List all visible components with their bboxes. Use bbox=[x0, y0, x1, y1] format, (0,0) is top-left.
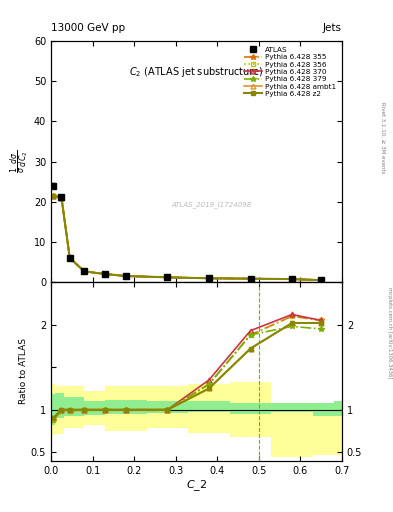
Text: Rivet 3.1.10, ≥ 3M events: Rivet 3.1.10, ≥ 3M events bbox=[381, 102, 386, 174]
Y-axis label: $\frac{1}{\sigma}\frac{d\sigma}{d\,C_2}$: $\frac{1}{\sigma}\frac{d\sigma}{d\,C_2}$ bbox=[8, 150, 31, 174]
Text: mcplots.cern.ch [arXiv:1306.3436]: mcplots.cern.ch [arXiv:1306.3436] bbox=[387, 287, 392, 378]
Legend: ATLAS, Pythia 6.428 355, Pythia 6.428 356, Pythia 6.428 370, Pythia 6.428 379, P: ATLAS, Pythia 6.428 355, Pythia 6.428 35… bbox=[242, 45, 338, 99]
Text: Jets: Jets bbox=[323, 23, 342, 33]
Text: 13000 GeV pp: 13000 GeV pp bbox=[51, 23, 125, 33]
Text: ATLAS_2019_I1724098: ATLAS_2019_I1724098 bbox=[171, 202, 251, 208]
X-axis label: $C\_2$: $C\_2$ bbox=[186, 478, 207, 493]
Y-axis label: Ratio to ATLAS: Ratio to ATLAS bbox=[19, 338, 28, 404]
Text: $C_2$ (ATLAS jet substructure): $C_2$ (ATLAS jet substructure) bbox=[129, 65, 264, 79]
